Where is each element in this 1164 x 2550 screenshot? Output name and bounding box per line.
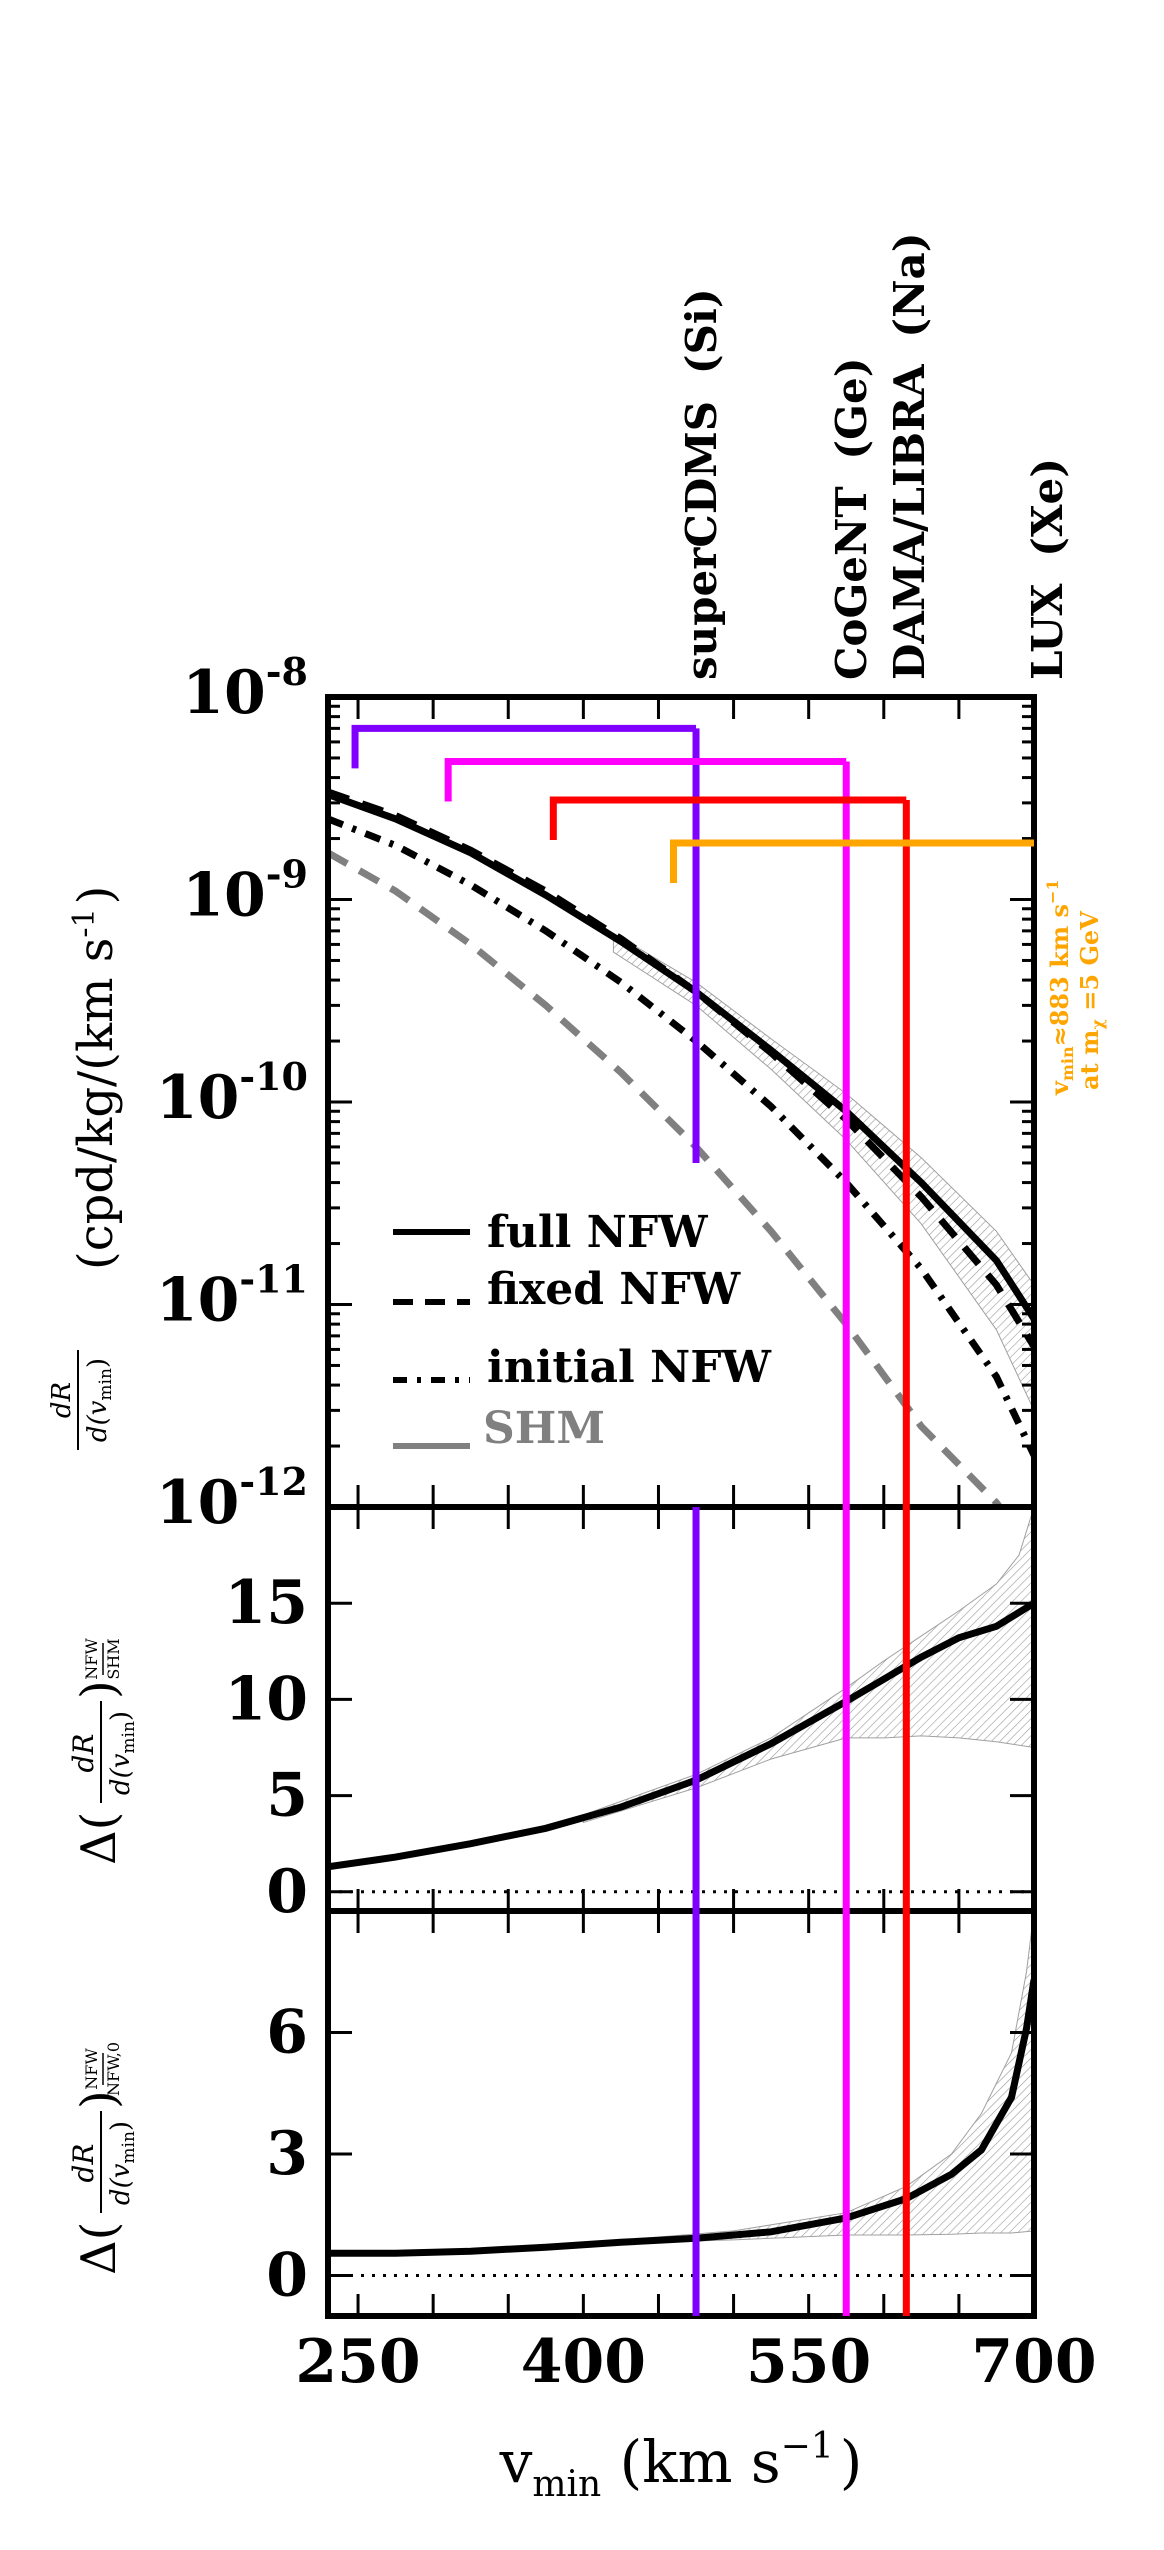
y-tick-label: 10 (225, 1664, 309, 1734)
lux-annotation: vmin≈883 km s−1 at mχ =5 GeV (1043, 879, 1107, 1096)
legend: full NFW fixed NFW initial NFW SHM (393, 1207, 771, 1454)
experiment-name: DAMA/LIBRA (885, 363, 934, 680)
y-tick-label: 15 (225, 1568, 309, 1638)
x-tick-label: 700 (971, 2327, 1096, 2397)
x-tick-label: 250 (295, 2327, 420, 2397)
bottom-ticks: 0 3 6 250 400 550 700 (266, 1911, 1097, 2397)
experiment-name: LUX (1023, 583, 1072, 680)
y-tick-label: 0 (266, 1857, 308, 1927)
ylabel-delta: Δ( (71, 2222, 127, 2275)
xlabel: vmin (km s−1) (499, 2426, 863, 2505)
legend-label: fixed NFW (487, 1264, 741, 1315)
experiment-label-cogent: CoGeNT (Ge) (827, 357, 876, 680)
series-line-full-nfw (328, 1600, 1034, 1871)
y-tick-label: 6 (266, 1998, 308, 2068)
ylabel-sup: NFW (82, 2048, 101, 2090)
bot-band-area (642, 1911, 1034, 2243)
experiment-label-lux: LUX (Xe) (1023, 458, 1072, 680)
legend-label: initial NFW (487, 1342, 771, 1393)
ylabel-frac-den: d(vmin) (106, 2121, 139, 2205)
experiment-target: (Na) (885, 232, 934, 337)
mid-band-area (582, 1507, 1034, 1824)
bottom-panel: 0 3 6 250 400 550 700 Δ( dR d(vmin) ) NFW NFW,… (67, 1908, 1097, 2505)
top-panel: 10-8 10-9 10-10 10-11 10-12 full NFW fixed N… (47, 649, 1107, 1538)
bottom-series (328, 1979, 1034, 2277)
ylabel-delta: Δ( (71, 1812, 127, 1865)
middle-panel: 0 5 10 15 Δ( dR d(vmin) ) NFW SHM (67, 1504, 1037, 1927)
ylabel-frac-den: d(vmin) (83, 1358, 116, 1442)
x-tick-label: 550 (746, 2327, 871, 2397)
ylabel-frac-num: dR (47, 1382, 77, 1418)
ylabel-sup: NFW (82, 1638, 101, 1680)
lux-annotation-line2: at mχ =5 GeV (1075, 911, 1107, 1090)
legend-entry-full-nfw: full NFW (393, 1207, 708, 1258)
legend-entry-fixed-nfw: fixed NFW (393, 1264, 741, 1315)
ylabel-close: ) (71, 2090, 127, 2109)
middle-ylabel: Δ( dR d(vmin) ) NFW SHM (67, 1638, 139, 1865)
experiment-bracket-supercdms (351, 724, 697, 769)
lux-annotation-line1: vmin≈883 km s−1 (1043, 879, 1077, 1096)
ylabel-unit: (cpd/kg/(km s-1) (67, 886, 124, 1270)
series-line-initial-nfw (328, 815, 1034, 1457)
ylabel-frac-den: d(vmin) (106, 1711, 139, 1795)
bottom-panel-frame (325, 1908, 1037, 2319)
experiment-label-supercdms: superCDMS (Si) (677, 288, 726, 680)
y-tick-label: 0 (266, 2241, 308, 2311)
x-tick-label: 400 (521, 2327, 646, 2397)
ylabel-frac-num: dR (67, 1733, 100, 1772)
series-line-fixed-nfw (328, 788, 1034, 1349)
top-ylabel: dR d(vmin) (cpd/kg/(km s-1) (47, 886, 124, 1450)
experiment-bracket-dama-libra (549, 796, 907, 840)
top-band-area (612, 932, 1034, 1411)
y-tick-label: 10-8 (182, 649, 308, 728)
experiment-bracket-lux (669, 839, 1034, 884)
experiment-target: (Xe) (1023, 458, 1072, 557)
legend-label: full NFW (487, 1207, 708, 1258)
bottom-ylabel: Δ( dR d(vmin) ) NFW NFW,0 (67, 2042, 139, 2275)
bottom-uncertainty-band (642, 1911, 1034, 2243)
experiment-name: CoGeNT (827, 486, 876, 680)
series-line-full-nfw (328, 1979, 1034, 2257)
experiment-label-dama-libra: DAMA/LIBRA (Na) (885, 232, 934, 680)
ylabel-frac-num: dR (67, 2143, 100, 2182)
experiment-target: (Ge) (827, 357, 876, 459)
y-tick-label: 10-12 (156, 1459, 308, 1538)
experiment-lines (351, 724, 1034, 2316)
legend-entry-initial-nfw: initial NFW (393, 1342, 771, 1393)
y-tick-label: 10-9 (182, 852, 308, 931)
middle-series (328, 1600, 1034, 1894)
legend-entry-shm: SHM (393, 1403, 605, 1454)
y-tick-label: 5 (266, 1761, 308, 1831)
top-uncertainty-band (612, 932, 1034, 1411)
experiment-bracket-cogent (444, 758, 847, 802)
ylabel-close: ) (71, 1680, 127, 1699)
experiment-target: (Si) (677, 288, 726, 374)
y-tick-label: 3 (266, 2119, 308, 2189)
experiment-name: superCDMS (677, 401, 726, 680)
y-tick-label: 10-10 (156, 1054, 308, 1133)
y-tick-label: 10-11 (156, 1257, 308, 1336)
ylabel-sub: NFW,0 (104, 2042, 123, 2096)
middle-ticks: 0 5 10 15 (225, 1507, 1036, 1927)
ylabel-sub: SHM (104, 1638, 123, 1679)
experiment-labels: superCDMS (Si) CoGeNT (Ge) DAMA/LIBRA (N… (677, 232, 1072, 680)
legend-label: SHM (483, 1403, 605, 1454)
middle-uncertainty-band (582, 1507, 1034, 1824)
